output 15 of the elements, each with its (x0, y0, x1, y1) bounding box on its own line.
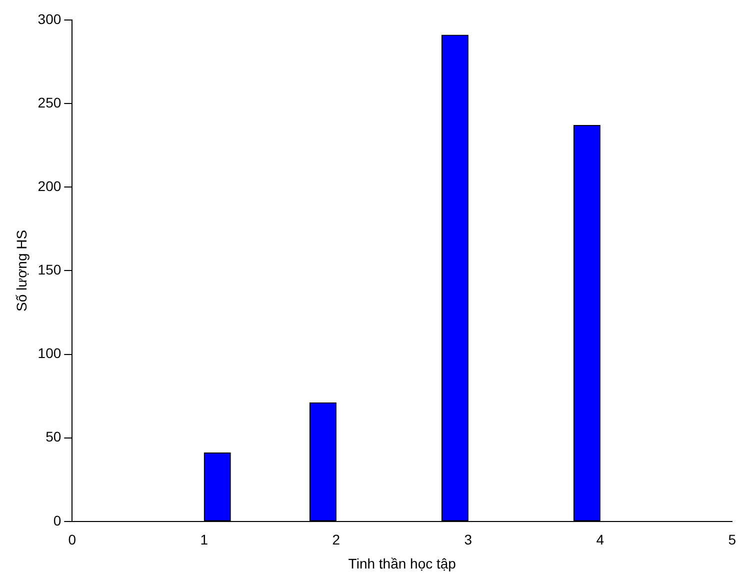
y-tick-label: 100 (38, 345, 62, 362)
x-tick-label: 1 (200, 532, 208, 548)
y-tick-label: 150 (38, 262, 62, 278)
x-tick-label: 2 (332, 532, 340, 548)
y-tick-label: 50 (46, 428, 62, 445)
y-tick-label: 200 (38, 178, 62, 194)
x-axis-title: Tinh thần học tập (348, 555, 456, 572)
y-axis-title: Số lượng HS (13, 230, 30, 312)
y-tick-label: 0 (53, 512, 62, 528)
y-tick-label: 250 (38, 94, 62, 110)
x-tick-label: 5 (728, 532, 736, 548)
x-tick-label: 4 (596, 532, 604, 548)
x-tick-label: 3 (464, 532, 472, 548)
x-tick-label: 0 (68, 532, 76, 548)
y-tick-label: 300 (38, 10, 62, 27)
